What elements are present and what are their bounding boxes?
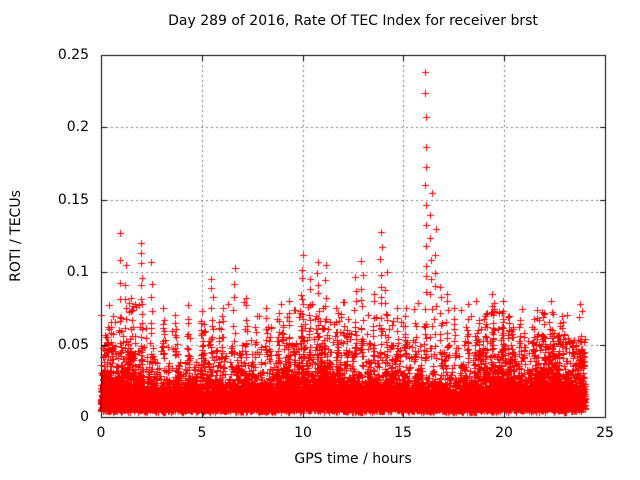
- chart-title: Day 289 of 2016, Rate Of TEC Index for r…: [168, 13, 538, 29]
- x-tick-label: 5: [197, 425, 207, 441]
- y-tick-label: 0.05: [57, 337, 89, 353]
- y-tick-label: 0.15: [57, 192, 89, 208]
- y-tick-label: 0.2: [66, 119, 89, 135]
- x-axis-label: GPS time / hours: [294, 451, 412, 467]
- x-tick-label: 15: [394, 425, 412, 441]
- x-tick-label: 20: [495, 425, 513, 441]
- y-tick-label: 0.1: [66, 264, 89, 280]
- x-tick-label: 0: [96, 425, 106, 441]
- y-tick-labels: 0 0.05 0.1 0.15 0.2 0.25: [0, 0, 89, 480]
- x-tick-label: 10: [294, 425, 312, 441]
- x-tick-labels: 0 5 10 15 20 25: [0, 425, 640, 445]
- x-tick-label: 25: [596, 425, 614, 441]
- y-tick-label: 0: [80, 409, 89, 425]
- y-tick-label: 0.25: [57, 47, 89, 63]
